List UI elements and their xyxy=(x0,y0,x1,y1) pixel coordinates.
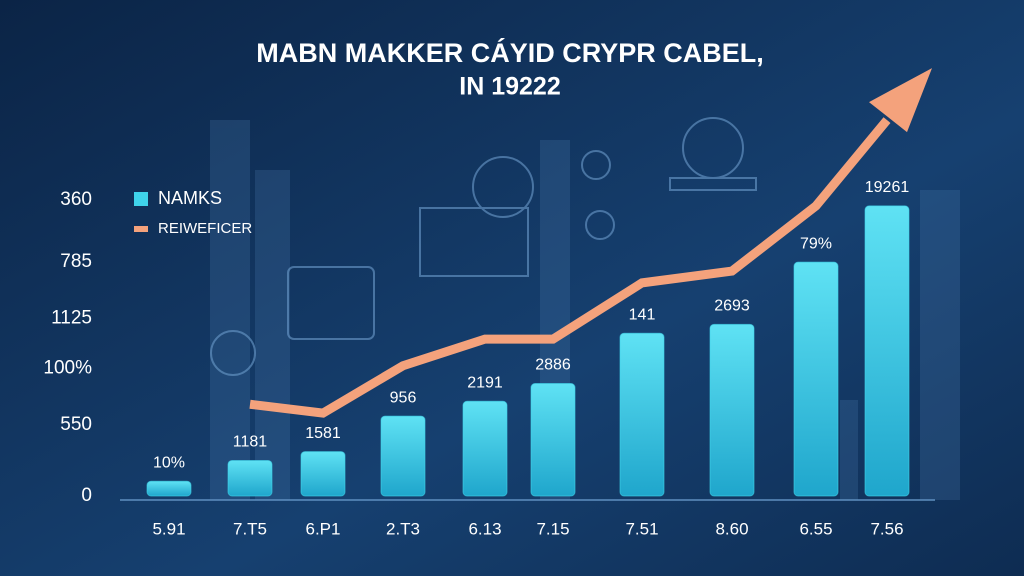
decor-icons xyxy=(210,117,757,376)
x-tick-label: 2.T3 xyxy=(386,519,420,538)
bar-label: 10% xyxy=(153,454,185,471)
decor xyxy=(210,120,960,500)
title: MABN MAKKER CÁYID CRYPR CABEL, xyxy=(256,37,764,68)
legend-swatch xyxy=(134,226,148,232)
bar xyxy=(227,459,273,497)
bar xyxy=(709,323,755,497)
bar-label: 2886 xyxy=(535,357,571,374)
y-tick-label: 785 xyxy=(60,251,92,272)
x-tick-label: 6.P1 xyxy=(306,519,341,538)
bar xyxy=(146,480,192,497)
y-tick-label: 100% xyxy=(43,358,92,379)
bar xyxy=(530,383,576,497)
x-tick-label: 5.91 xyxy=(152,519,185,538)
y-tick-label: 360 xyxy=(60,189,92,210)
bar xyxy=(462,400,508,497)
bar-label: 19261 xyxy=(865,179,910,196)
bar xyxy=(300,451,346,497)
bar-label: 1581 xyxy=(305,425,341,442)
bar xyxy=(619,332,665,497)
bar-label: 1181 xyxy=(233,434,268,451)
bar-label: 141 xyxy=(629,306,656,323)
subtitle: IN 19222 xyxy=(459,73,560,101)
x-tick-label: 7.51 xyxy=(625,519,658,538)
line xyxy=(249,117,891,418)
bar xyxy=(864,205,910,497)
x-tick-label: 8.60 xyxy=(715,519,748,538)
bar xyxy=(380,415,426,497)
arrow-head xyxy=(869,68,932,133)
x-tick-label: 6.55 xyxy=(799,519,832,538)
bar-label: 2693 xyxy=(714,298,750,315)
y-tick-label: 0 xyxy=(81,485,92,506)
bar-label: 2191 xyxy=(467,374,503,391)
x-tick-label: 7.56 xyxy=(870,519,903,538)
x-tick-label: 7.T5 xyxy=(233,519,267,538)
y-tick-label: 1125 xyxy=(51,307,92,328)
x-tick-label: 7.15 xyxy=(536,519,569,538)
legend-label: NAMKS xyxy=(158,188,222,208)
legend-label: REIWEFICER xyxy=(158,220,252,237)
bar-label: 956 xyxy=(390,389,417,406)
bar xyxy=(793,261,839,497)
y-tick-label: 550 xyxy=(60,414,92,435)
x-tick-label: 6.13 xyxy=(468,519,501,538)
bar-label: 79% xyxy=(800,235,832,252)
legend-swatch xyxy=(134,192,148,206)
